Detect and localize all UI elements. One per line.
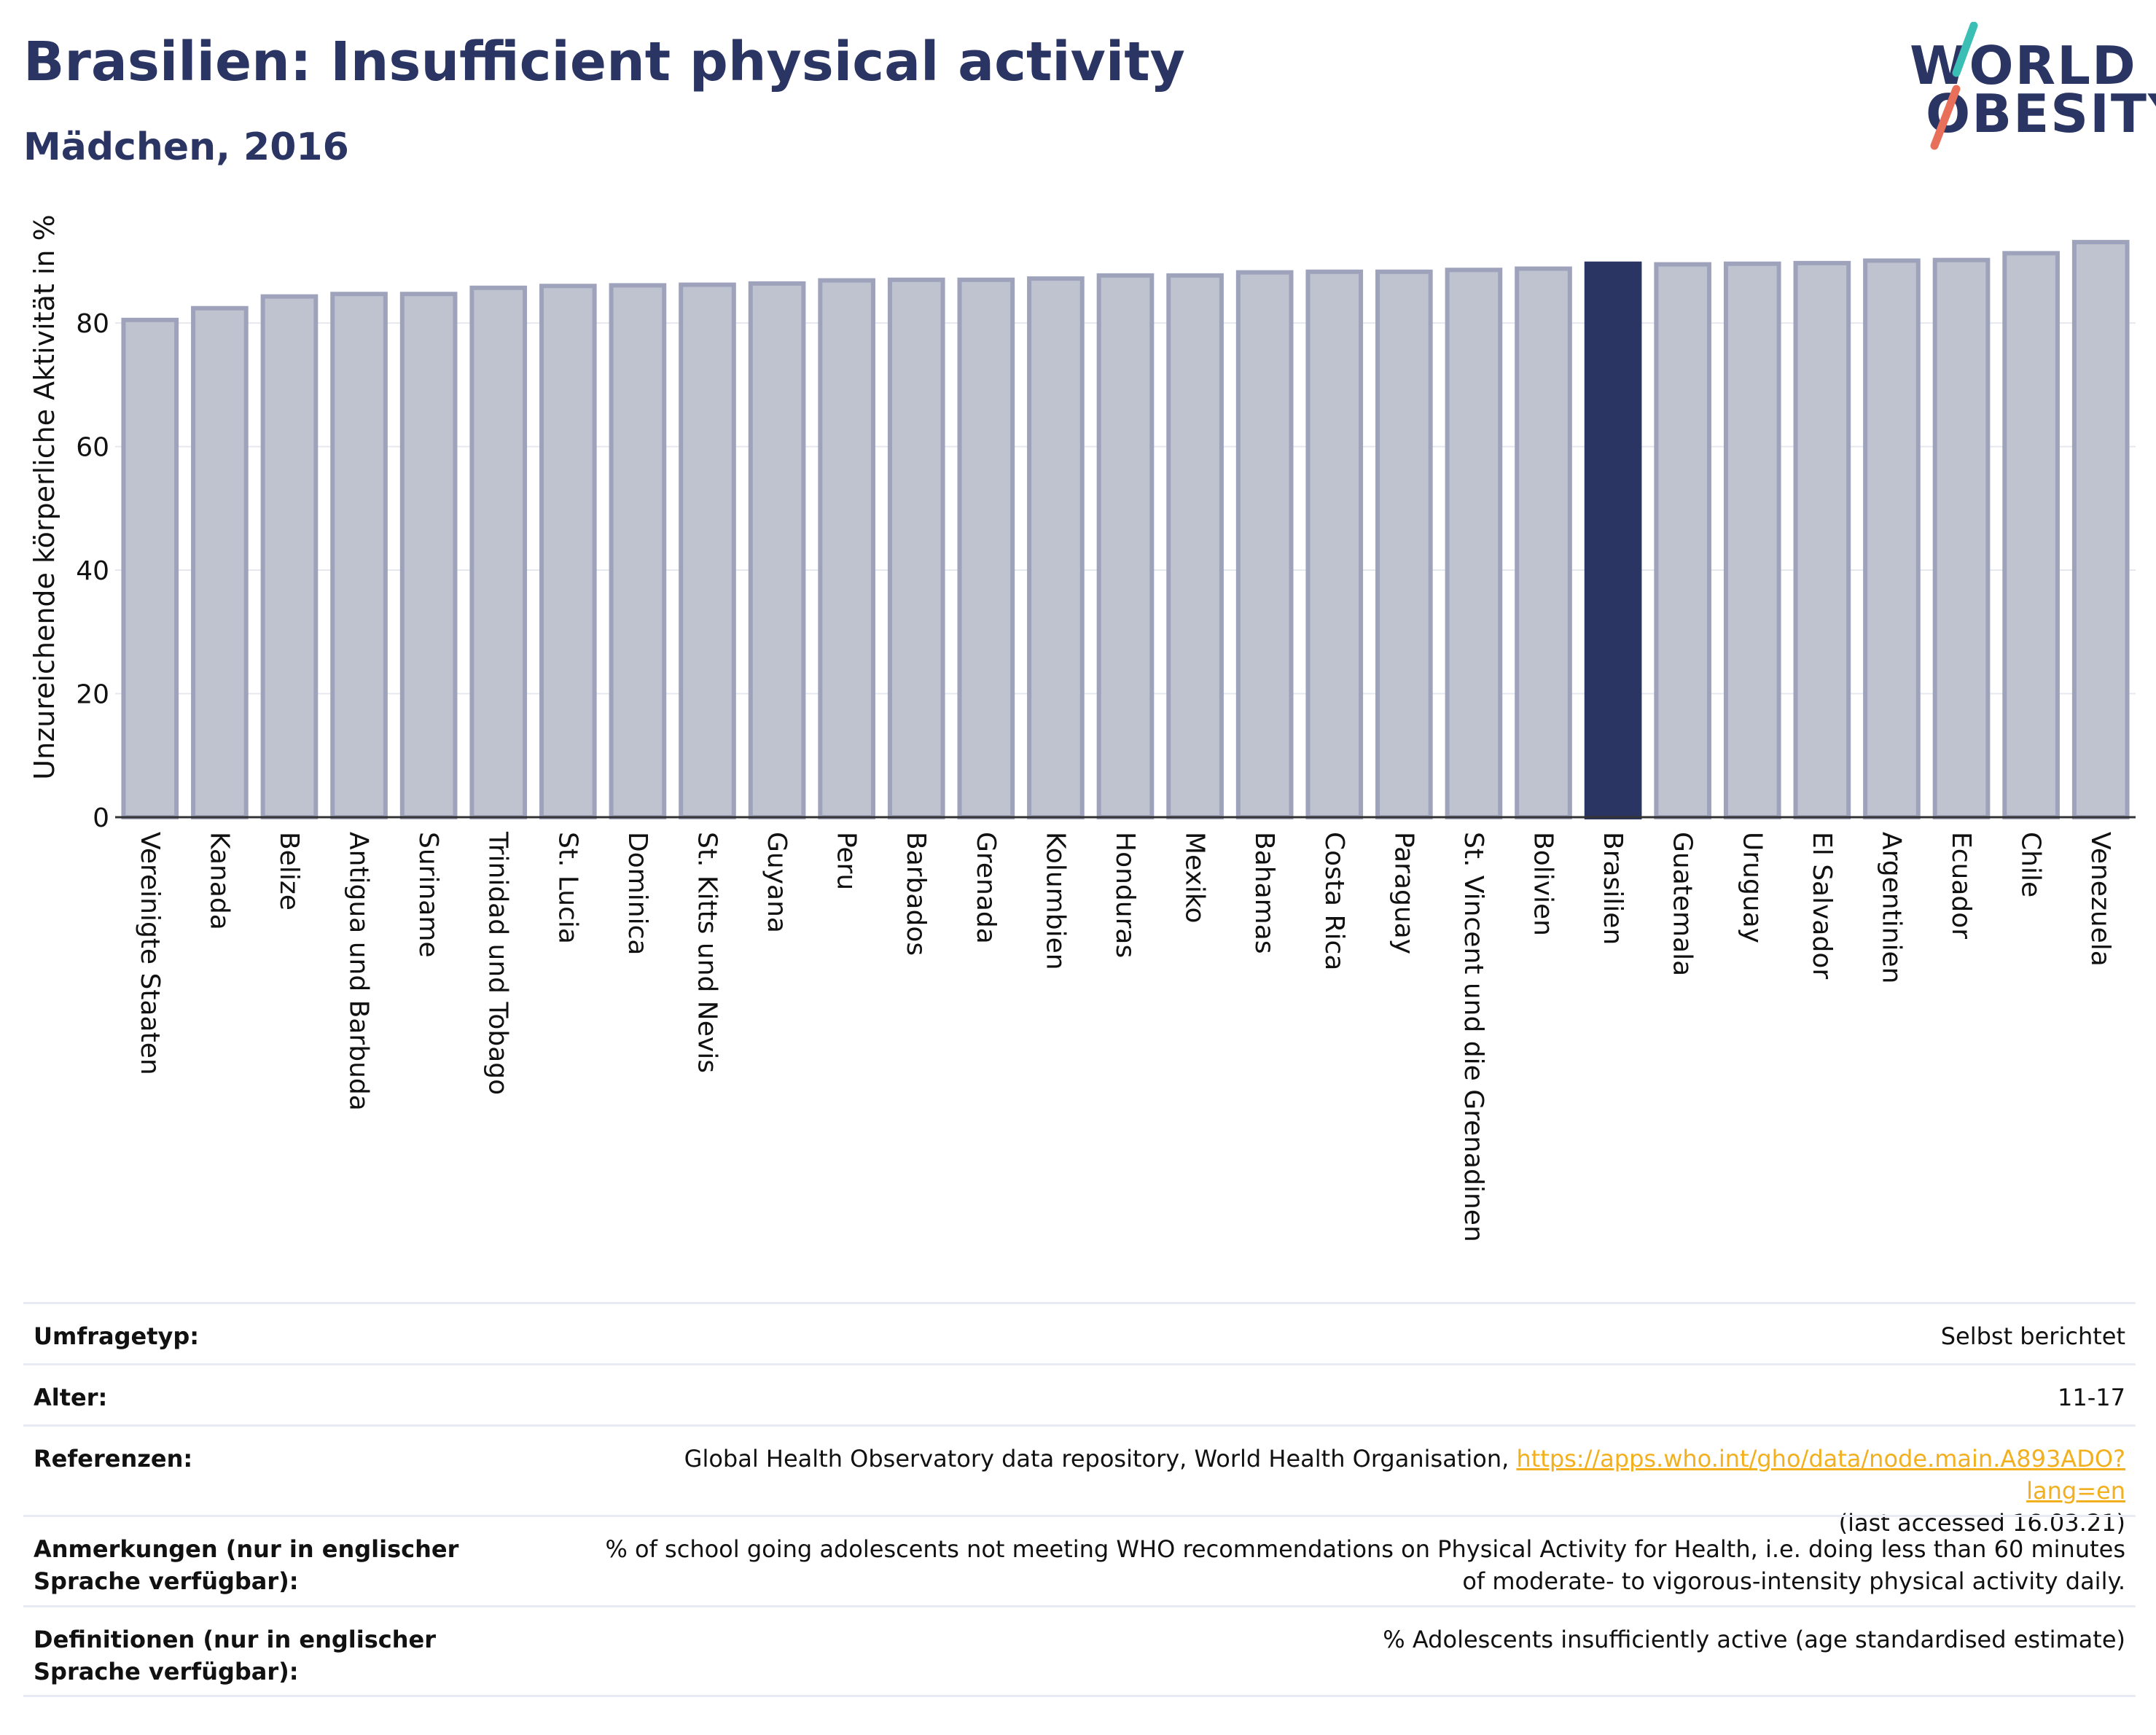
x-tick-label: Bahamas xyxy=(1249,832,1279,954)
bar[interactable] xyxy=(679,282,736,819)
x-tick-label: Vereinigte Staaten xyxy=(135,832,165,1075)
bar[interactable] xyxy=(399,292,458,820)
bar[interactable] xyxy=(121,317,179,819)
x-tick-label: St. Kitts und Nevis xyxy=(692,832,722,1073)
bar[interactable] xyxy=(191,305,249,819)
bar[interactable] xyxy=(1166,273,1224,819)
x-tick-label: Guatemala xyxy=(1668,832,1698,976)
logo-word-world: WORLD xyxy=(1910,35,2137,96)
x-tick-label: Guyana xyxy=(762,832,792,933)
x-tick-label: Argentinien xyxy=(1876,832,1906,984)
info-table: Umfragetyp: Selbst berichtet Alter: 11-1… xyxy=(23,1302,2136,1697)
table-row: Anmerkungen (nur in englischer Sprache v… xyxy=(23,1515,2136,1605)
row-value-references: Global Health Observatory data repositor… xyxy=(595,1443,2125,1539)
references-link[interactable]: https://apps.who.int/gho/data/node.main.… xyxy=(1516,1445,2125,1505)
x-tick-label: Venezuela xyxy=(2085,832,2115,967)
bar[interactable] xyxy=(1445,268,1503,819)
bar[interactable] xyxy=(330,292,388,820)
x-tick-label: Antigua und Barbuda xyxy=(344,832,374,1111)
x-tick-label: St. Vincent und die Grenadinen xyxy=(1458,832,1488,1242)
bar[interactable] xyxy=(1027,276,1085,819)
bar[interactable] xyxy=(469,285,528,820)
x-tick-label: Barbados xyxy=(901,832,931,956)
table-row: Umfragetyp: Selbst berichtet xyxy=(23,1302,2136,1363)
row-value-age: 11-17 xyxy=(2058,1384,2125,1411)
bar[interactable] xyxy=(260,294,319,820)
x-tick-label: Chile xyxy=(2016,832,2046,897)
x-tick-label: Belize xyxy=(274,832,304,911)
row-label-age: Alter: xyxy=(34,1384,108,1411)
table-row: Referenzen: Global Health Observatory da… xyxy=(23,1424,2136,1537)
bar[interactable] xyxy=(887,277,945,819)
y-tick-label: 20 xyxy=(76,680,109,710)
x-tick-label: Kanada xyxy=(204,832,234,930)
x-tick-label: Uruguay xyxy=(1737,832,1767,943)
bar[interactable] xyxy=(748,281,806,820)
bar[interactable] xyxy=(1654,262,1712,819)
row-value-survey-type: Selbst berichtet xyxy=(1940,1322,2125,1350)
y-axis-label: Unzureichende körperliche Aktivität in % xyxy=(28,214,60,779)
bar[interactable] xyxy=(1375,269,1433,819)
chart-title: Brasilien: Insufficient physical activit… xyxy=(23,31,1185,93)
bar[interactable] xyxy=(1723,261,1781,820)
bar[interactable] xyxy=(1096,273,1155,819)
x-tick-label: El Salvador xyxy=(1807,832,1837,979)
x-tick-label: Suriname xyxy=(413,832,443,958)
logo-word-obesity: OBESITY xyxy=(1926,83,2156,144)
bars xyxy=(121,240,2130,820)
y-tick-label: 60 xyxy=(76,433,109,463)
x-tick-label: Grenada xyxy=(971,832,1001,944)
world-obesity-logo[interactable]: WORLD OBESITY xyxy=(1895,22,2156,153)
table-row: Alter: 11-17 xyxy=(23,1363,2136,1424)
x-tick-label: Kolumbien xyxy=(1040,832,1070,970)
x-tick-label: Brasilien xyxy=(1598,832,1628,945)
y-tick-label: 80 xyxy=(76,309,109,339)
row-value-notes: % of school going adolescents not meetin… xyxy=(605,1535,2125,1595)
chart-subtitle: Mädchen, 2016 xyxy=(23,125,349,169)
bar[interactable] xyxy=(539,284,597,819)
logo-slash-icon xyxy=(1930,22,1978,150)
x-tick-label: Mexiko xyxy=(1180,832,1210,923)
row-label-notes: Anmerkungen (nur in englischer Sprache v… xyxy=(34,1535,459,1595)
bar-chart: 0 20 40 60 80 Vereinigte Staaten Kanada Belize A… xyxy=(28,214,2136,1242)
x-tick-label: Costa Rica xyxy=(1319,832,1349,970)
references-accessed: (last accessed 16.03.21) xyxy=(1838,1509,2125,1537)
row-label-survey-type: Umfragetyp: xyxy=(34,1322,200,1350)
x-tick-label: Ecuador xyxy=(1946,832,1976,939)
x-tick-label: Honduras xyxy=(1110,832,1140,958)
row-value-definitions: % Adolescents insufficiently active (age… xyxy=(1383,1626,2125,1653)
x-tick-label: Trinidad und Tobago xyxy=(483,831,513,1095)
bar[interactable] xyxy=(2002,251,2060,819)
x-tick-label: Dominica xyxy=(622,832,652,956)
bar[interactable] xyxy=(957,277,1015,819)
bar[interactable] xyxy=(609,283,667,820)
bar[interactable] xyxy=(1793,260,1851,819)
bar[interactable] xyxy=(1235,270,1294,820)
axes: 0 20 40 60 80 Vereinigte Staaten Kanada Belize A… xyxy=(76,309,2136,1242)
references-text: Global Health Observatory data repositor… xyxy=(684,1445,1509,1473)
bar[interactable] xyxy=(1305,269,1364,819)
table-row: Definitionen (nur in englischer Sprache … xyxy=(23,1605,2136,1697)
x-tick-label: St. Lucia xyxy=(552,832,582,944)
y-tick-label: 40 xyxy=(76,556,109,586)
row-label-definitions: Definitionen (nur in englischer Sprache … xyxy=(34,1626,436,1685)
x-tick-label: Bolivien xyxy=(1528,832,1558,936)
bar[interactable] xyxy=(2071,240,2130,820)
bar-highlighted[interactable] xyxy=(1584,261,1642,820)
x-tick-label: Paraguay xyxy=(1388,832,1418,954)
bar[interactable] xyxy=(1932,257,1991,819)
bar[interactable] xyxy=(818,278,875,819)
x-tick-label: Peru xyxy=(832,832,862,890)
bar[interactable] xyxy=(1863,258,1921,819)
row-label-references: Referenzen: xyxy=(34,1445,193,1473)
bar[interactable] xyxy=(1515,266,1572,819)
y-tick-label: 0 xyxy=(93,803,109,833)
